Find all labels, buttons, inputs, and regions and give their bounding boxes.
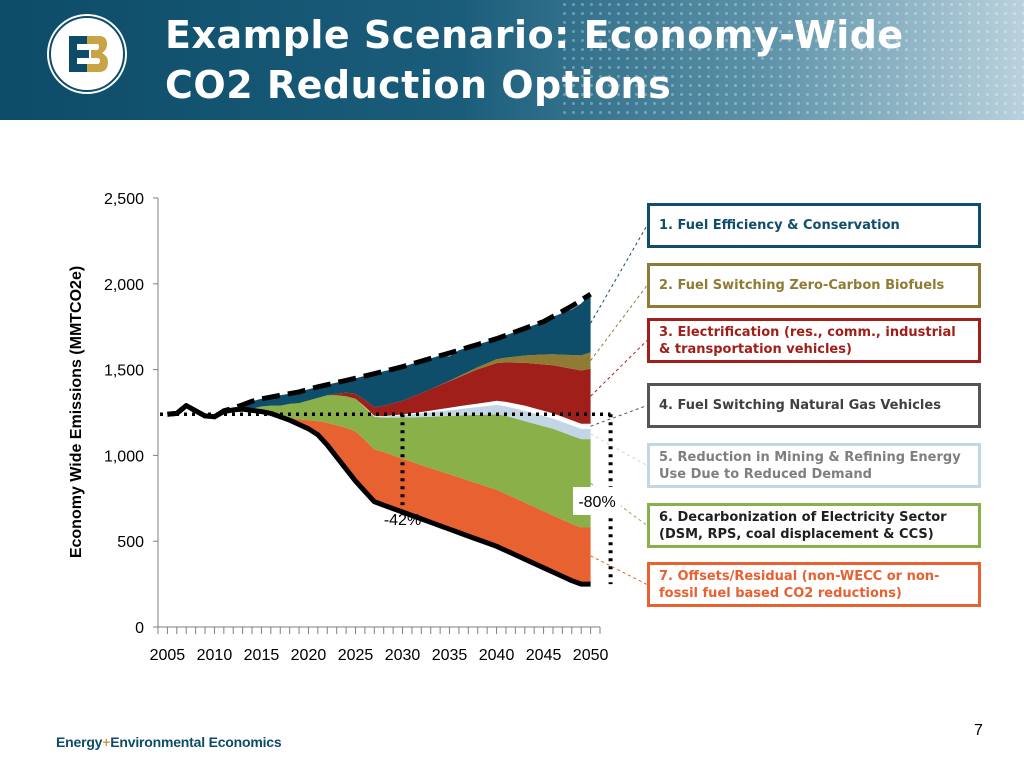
legend-item-label: 2. Fuel Switching Zero-Carbon Biofuels [659, 278, 945, 293]
stacked-areas [167, 294, 591, 585]
legend-item-5: 5. Reduction in Mining & Refining Energy… [647, 443, 981, 488]
area-1-fuel-efficiency-conservation [167, 294, 591, 417]
banner-dot-pattern [560, 0, 1024, 120]
annotation-2050-drop: -80% [578, 494, 615, 511]
annotation-2030-drop: -42% [384, 512, 421, 529]
chart-annotations: -42% -80% [384, 487, 621, 529]
legend-item-label: 5. Reduction in Mining & Refining Energy… [659, 449, 961, 482]
x-tick-label: 2020 [291, 647, 327, 664]
x-tick-label: 2010 [197, 647, 233, 664]
legend-item-label: 6. Decarbonization of Electricity Sector… [659, 509, 947, 542]
legend-item-label: 1. Fuel Efficiency & Conservation [659, 218, 900, 233]
y-tick-label: 2,500 [104, 191, 144, 208]
legend-leader-4 [590, 405, 648, 427]
x-tick-label: 2045 [526, 647, 562, 664]
legend-leader-lines [590, 225, 648, 585]
legend-item-6: 6. Decarbonization of Electricity Sector… [647, 503, 981, 548]
page-number: 7 [974, 722, 983, 739]
legend-leader-7 [590, 555, 648, 585]
x-tick-label: 2015 [244, 647, 280, 664]
legend-item-4: 4. Fuel Switching Natural Gas Vehicles [647, 383, 981, 428]
reference-line [167, 291, 592, 420]
y-tick-label: 1,000 [104, 448, 144, 465]
title-line-1: Example Scenario: Economy-Wide [165, 13, 904, 57]
footer-logo: Energy+Environmental Economics [56, 734, 282, 750]
x-tick-label: 2040 [479, 647, 515, 664]
x-tick-label: 2050 [573, 647, 609, 664]
area-4-fuel-switching-natural-gas-vehicles [167, 395, 591, 429]
area-5-reduction-in-mining-refining-energy-us [167, 395, 591, 440]
x-tick-label: 2025 [338, 647, 374, 664]
annotation-2050-background [573, 487, 621, 515]
footer-logo-part1: Energy [56, 734, 103, 750]
legend-leader-5 [590, 433, 648, 466]
company-logo [47, 14, 127, 94]
emissions-line [167, 403, 591, 587]
footer-logo-plus: + [102, 734, 111, 750]
y-tick-label: 2,000 [104, 277, 144, 294]
page-title: Example Scenario: Economy-Wide CO2 Reduc… [165, 10, 1005, 110]
area-2-fuel-switching-zero-carbon-biofuels [167, 352, 591, 417]
legend-item-label: 4. Fuel Switching Natural Gas Vehicles [659, 398, 941, 413]
y-tick-label: 0 [135, 620, 144, 637]
legend-item-3: 3. Electrification (res., comm., industr… [647, 318, 981, 363]
legend-leader-3 [590, 340, 648, 397]
title-banner: Example Scenario: Economy-Wide CO2 Reduc… [0, 0, 1024, 120]
area-6-decarbonization-of-electricity-sector- [167, 395, 591, 528]
chart-axes: 0 500 1,000 1,500 2,000 2,500 2005 2010 2015 2020… [104, 191, 609, 664]
legend-leader-2 [590, 285, 648, 361]
y-tick-label: 500 [117, 534, 144, 551]
footer-logo-part2: Environmental Economics [110, 734, 282, 750]
legend-leader-1 [590, 225, 648, 324]
x-tick-label: 2030 [385, 647, 421, 664]
legend-item-7: 7. Offsets/Residual (non-WECC or non-fos… [647, 562, 981, 607]
x-tick-label: 2035 [432, 647, 468, 664]
area-3-electrification-res-comm-industrial-tr [167, 362, 591, 424]
title-line-2: CO2 Reduction Options [165, 63, 672, 107]
x-tick-label: 2005 [150, 647, 186, 664]
legend-item-2: 2. Fuel Switching Zero-Carbon Biofuels [647, 263, 981, 308]
chart-lines [160, 291, 613, 587]
legend-item-1: 1. Fuel Efficiency & Conservation [647, 203, 981, 248]
y-tick-label: 1,500 [104, 363, 144, 380]
e3-logo-icon [49, 16, 125, 92]
legend-item-label: 3. Electrification (res., comm., industr… [659, 324, 956, 357]
legend-item-label: 7. Offsets/Residual (non-WECC or non-fos… [659, 568, 940, 601]
